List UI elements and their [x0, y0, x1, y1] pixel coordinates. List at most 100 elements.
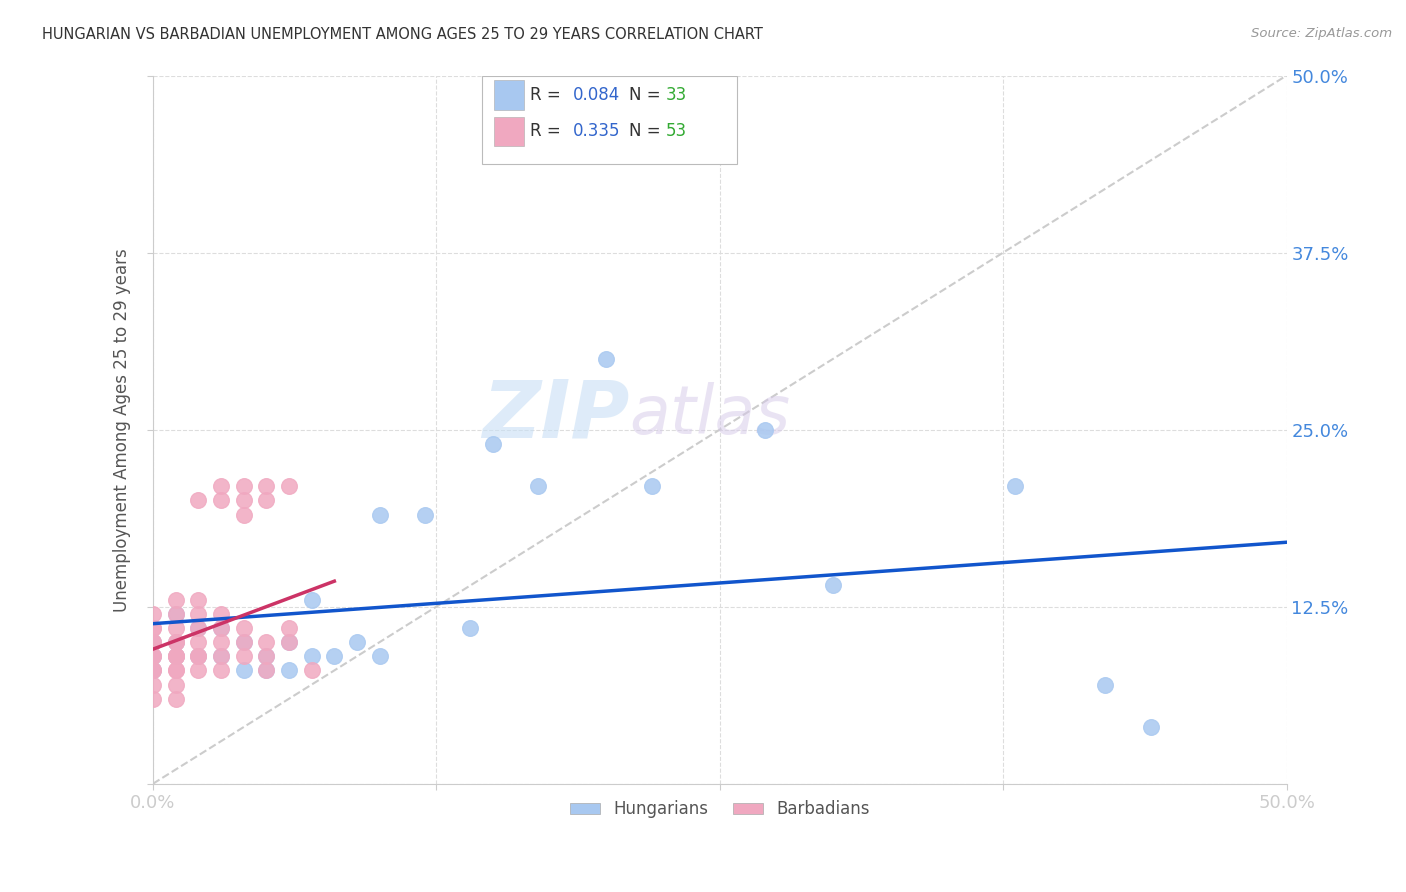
Point: [254, 635, 277, 649]
Point: [527, 479, 550, 493]
FancyBboxPatch shape: [482, 76, 737, 164]
Y-axis label: Unemployment Among Ages 25 to 29 years: Unemployment Among Ages 25 to 29 years: [114, 248, 131, 612]
Point: [165, 691, 187, 706]
Point: [142, 635, 165, 649]
Text: ZIP: ZIP: [482, 376, 628, 454]
Point: [165, 649, 187, 664]
Point: [232, 508, 254, 522]
Point: [187, 649, 209, 664]
Point: [209, 664, 232, 678]
Point: [1004, 479, 1026, 493]
Point: [232, 493, 254, 508]
Point: [278, 635, 301, 649]
Point: [254, 649, 277, 664]
Point: [209, 649, 232, 664]
Point: [165, 635, 187, 649]
Text: Source: ZipAtlas.com: Source: ZipAtlas.com: [1251, 27, 1392, 40]
Point: [187, 649, 209, 664]
Point: [301, 664, 323, 678]
Point: [595, 351, 617, 366]
Point: [187, 607, 209, 621]
Text: HUNGARIAN VS BARBADIAN UNEMPLOYMENT AMONG AGES 25 TO 29 YEARS CORRELATION CHART: HUNGARIAN VS BARBADIAN UNEMPLOYMENT AMON…: [42, 27, 763, 42]
Point: [142, 664, 165, 678]
Point: [209, 649, 232, 664]
Point: [187, 621, 209, 635]
Point: [823, 578, 845, 592]
Point: [209, 621, 232, 635]
Point: [254, 649, 277, 664]
Point: [165, 664, 187, 678]
Point: [165, 592, 187, 607]
Point: [209, 607, 232, 621]
Point: [165, 677, 187, 691]
Point: [232, 664, 254, 678]
Point: [301, 649, 323, 664]
Point: [142, 635, 165, 649]
Point: [460, 621, 482, 635]
Point: [209, 635, 232, 649]
Point: [142, 664, 165, 678]
Point: [187, 664, 209, 678]
Point: [165, 649, 187, 664]
Point: [254, 479, 277, 493]
Point: [187, 649, 209, 664]
Point: [278, 479, 301, 493]
Point: [754, 423, 776, 437]
Text: R =: R =: [530, 86, 567, 103]
Point: [165, 635, 187, 649]
Point: [323, 649, 346, 664]
Point: [1139, 720, 1161, 734]
Text: N =: N =: [628, 86, 666, 103]
Point: [232, 479, 254, 493]
Point: [232, 649, 254, 664]
Point: [142, 664, 165, 678]
Point: [142, 677, 165, 691]
Point: [254, 493, 277, 508]
Point: [165, 664, 187, 678]
Point: [278, 664, 301, 678]
Point: [209, 621, 232, 635]
Text: 0.335: 0.335: [572, 122, 620, 140]
Point: [165, 621, 187, 635]
Text: 0.084: 0.084: [572, 86, 620, 103]
Point: [187, 493, 209, 508]
Point: [232, 635, 254, 649]
Point: [1094, 677, 1116, 691]
Point: [142, 649, 165, 664]
FancyBboxPatch shape: [494, 117, 523, 146]
Text: 33: 33: [665, 86, 686, 103]
Point: [254, 664, 277, 678]
Point: [232, 621, 254, 635]
Point: [142, 607, 165, 621]
Point: [301, 592, 323, 607]
Point: [142, 649, 165, 664]
Point: [165, 649, 187, 664]
Point: [209, 479, 232, 493]
Point: [232, 635, 254, 649]
Point: [142, 691, 165, 706]
Point: [165, 635, 187, 649]
Text: 53: 53: [665, 122, 686, 140]
Point: [142, 621, 165, 635]
Point: [165, 649, 187, 664]
Text: N =: N =: [628, 122, 666, 140]
Point: [142, 649, 165, 664]
Point: [142, 635, 165, 649]
Point: [165, 607, 187, 621]
Point: [187, 635, 209, 649]
FancyBboxPatch shape: [494, 79, 523, 110]
Point: [165, 607, 187, 621]
Legend: Hungarians, Barbadians: Hungarians, Barbadians: [562, 794, 876, 825]
Point: [254, 664, 277, 678]
Point: [187, 621, 209, 635]
Point: [278, 635, 301, 649]
Point: [413, 508, 436, 522]
Point: [209, 493, 232, 508]
Point: [187, 592, 209, 607]
Text: atlas: atlas: [628, 383, 790, 449]
Point: [368, 508, 391, 522]
Point: [142, 621, 165, 635]
Point: [482, 437, 505, 451]
Text: R =: R =: [530, 122, 567, 140]
Point: [278, 621, 301, 635]
